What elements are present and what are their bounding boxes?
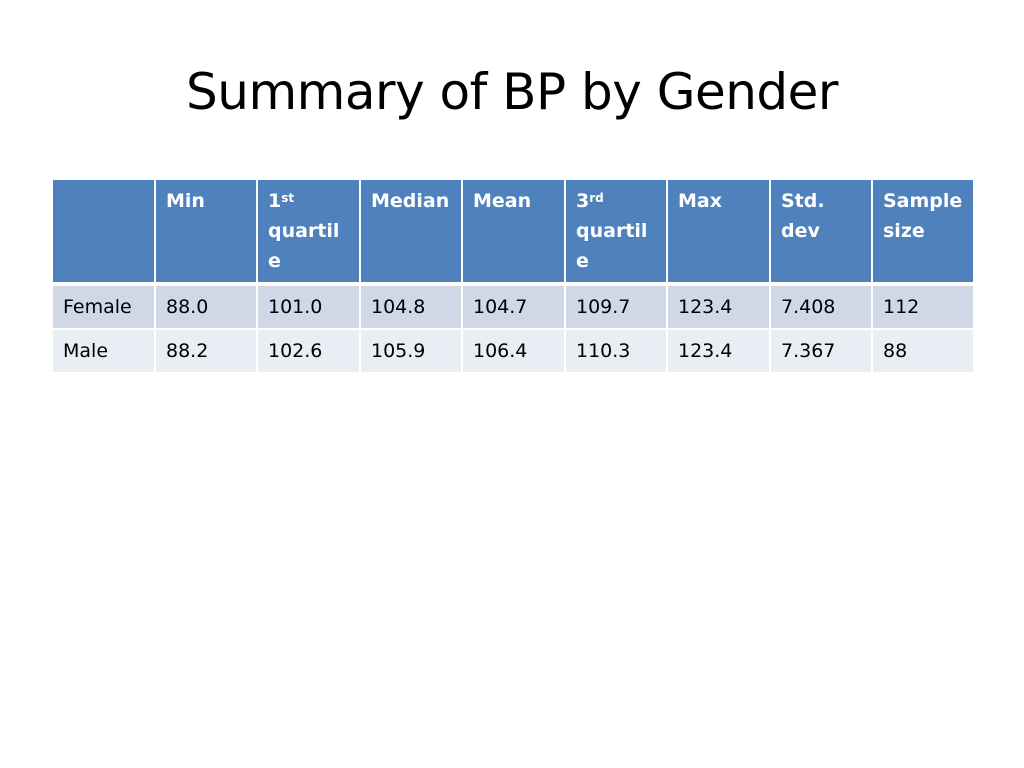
header-cell-std-dev: Std. dev [769, 178, 873, 285]
slide-title: Summary of BP by Gender [186, 63, 838, 121]
header-cell-min: Min [154, 178, 258, 285]
header-cell-median: Median [359, 178, 463, 285]
cell-max: 123.4 [666, 283, 771, 330]
cell-3rd-quartile: 110.3 [564, 328, 668, 374]
header-cell-3rd-quartile: 3rd quartil e [564, 178, 668, 285]
table-row-male: Male 88.2 102.6 105.9 106.4 110.3 123.4 … [51, 328, 975, 374]
row-label: Male [51, 328, 156, 374]
cell-std-dev: 7.408 [769, 283, 873, 330]
table-header-row: Min 1st quartil e Median Mean 3rd quartil … [51, 178, 975, 285]
bp-summary-table: Min 1st quartil e Median Mean 3rd quartil … [51, 178, 975, 374]
header-cell-1st-quartile: 1st quartil e [256, 178, 361, 285]
cell-min: 88.2 [154, 328, 258, 374]
cell-median: 104.8 [359, 283, 463, 330]
cell-sample-size: 112 [871, 283, 975, 330]
table-row-female: Female 88.0 101.0 104.8 104.7 109.7 123.… [51, 283, 975, 330]
header-cell-sample-size: Sample size [871, 178, 975, 285]
header-cell-corner [51, 178, 156, 285]
cell-sample-size: 88 [871, 328, 975, 374]
row-label: Female [51, 283, 156, 330]
header-cell-mean: Mean [461, 178, 566, 285]
cell-mean: 104.7 [461, 283, 566, 330]
cell-3rd-quartile: 109.7 [564, 283, 668, 330]
cell-std-dev: 7.367 [769, 328, 873, 374]
cell-median: 105.9 [359, 328, 463, 374]
cell-mean: 106.4 [461, 328, 566, 374]
header-cell-max: Max [666, 178, 771, 285]
cell-max: 123.4 [666, 328, 771, 374]
cell-1st-quartile: 101.0 [256, 283, 361, 330]
cell-1st-quartile: 102.6 [256, 328, 361, 374]
cell-min: 88.0 [154, 283, 258, 330]
